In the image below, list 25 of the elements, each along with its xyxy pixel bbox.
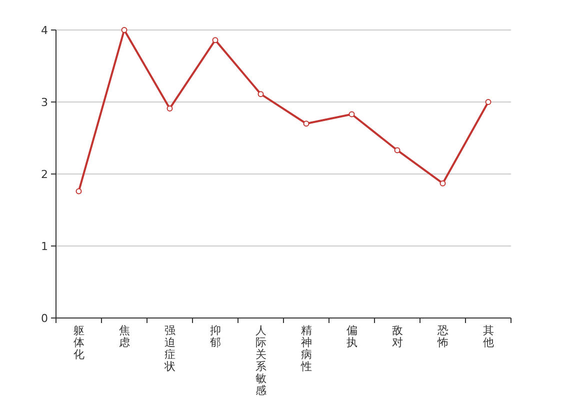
point [394,147,400,154]
point [258,91,264,98]
x-tick-label: 恐怖 [436,324,448,349]
y-tick-label: 0 [41,312,48,325]
x-tick-label: 偏执 [346,324,358,349]
y-tick-label: 1 [41,240,48,253]
point [166,105,173,112]
x-tick-label: 精神病性 [300,324,312,373]
x-tick-label: 焦虑 [118,324,130,349]
point [440,180,446,186]
x-tick-label: 敌对 [392,324,403,349]
x-tick-label: 躯体化 [73,324,84,361]
x-tick-label: 强迫症状 [163,324,176,373]
point [212,37,218,44]
point [121,27,128,33]
point [76,188,82,194]
x-tick-label: 人际关系敏感 [255,324,266,397]
x-tick-label: 抑郁 [210,324,221,349]
x-tick-label: 其他 [482,324,494,349]
point [348,111,355,118]
y-tick-label: 4 [41,24,48,37]
point [303,120,310,127]
y-tick-label: 3 [41,96,48,109]
y-tick-label: 2 [41,168,48,181]
point [485,99,492,105]
